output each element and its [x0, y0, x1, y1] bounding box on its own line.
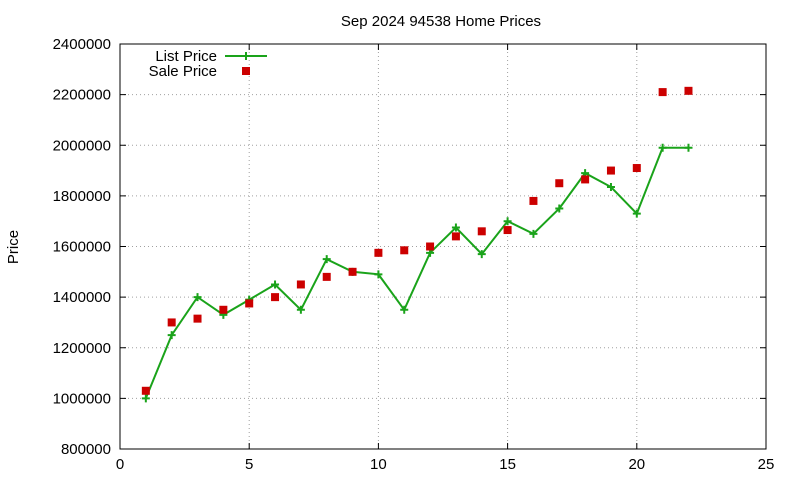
legend-sample-list-price — [225, 52, 267, 60]
data-point-sale-price — [245, 299, 254, 308]
data-point-sale-price — [477, 227, 486, 236]
legend-label-sale-price: Sale Price — [149, 63, 217, 80]
data-point-sale-price — [322, 272, 331, 281]
data-point-sale-price — [451, 232, 460, 241]
x-tick-label: 10 — [370, 456, 387, 473]
data-point-sale-price — [658, 88, 667, 97]
data-point-sale-price — [606, 166, 615, 175]
legend: List Price Sale Price — [149, 48, 267, 80]
y-tick-label: 2200000 — [53, 87, 111, 104]
series-list-price — [141, 143, 693, 403]
data-point-list-price — [632, 209, 641, 218]
data-point-sale-price — [581, 175, 590, 184]
chart-title: Sep 2024 94538 Home Prices — [341, 13, 541, 30]
y-tick-label: 2400000 — [53, 36, 111, 53]
y-tick-label: 1800000 — [53, 188, 111, 205]
data-point-sale-price — [426, 242, 435, 251]
x-tick-label: 5 — [245, 456, 253, 473]
y-axis-label: Price — [5, 230, 22, 264]
data-point-list-price — [477, 250, 486, 259]
y-tick-label: 1400000 — [53, 289, 111, 306]
data-point-list-price — [684, 143, 693, 152]
series-layer — [141, 86, 693, 403]
y-tick-label: 1600000 — [53, 239, 111, 256]
data-point-sale-price — [296, 280, 305, 289]
legend-label-list-price: List Price — [155, 48, 217, 65]
data-point-sale-price — [141, 386, 150, 395]
data-point-list-price — [141, 394, 150, 403]
data-point-sale-price — [684, 86, 693, 95]
data-point-list-price — [555, 204, 564, 213]
data-point-sale-price — [348, 267, 357, 276]
data-point-sale-price — [503, 226, 512, 235]
data-point-list-price — [167, 331, 176, 340]
data-point-sale-price — [555, 179, 564, 188]
data-point-list-price — [451, 223, 460, 232]
data-point-sale-price — [400, 246, 409, 255]
legend-marker — [242, 52, 250, 60]
y-tick-label: 1200000 — [53, 340, 111, 357]
data-point-sale-price — [167, 318, 176, 327]
x-tick-label: 0 — [116, 456, 124, 473]
data-point-list-price — [296, 305, 305, 314]
plot-frame — [119, 43, 767, 450]
data-point-sale-price — [529, 196, 538, 205]
y-tick-label: 800000 — [61, 441, 111, 458]
data-point-sale-price — [219, 305, 228, 314]
data-point-list-price — [400, 305, 409, 314]
x-tick-label: 25 — [758, 456, 775, 473]
legend-sample-sale-price — [242, 67, 250, 75]
data-point-list-price — [271, 280, 280, 289]
data-point-sale-price — [632, 164, 641, 173]
grid — [120, 44, 766, 449]
series-line-list-price — [144, 146, 689, 399]
data-point-list-price — [529, 229, 538, 238]
data-point-list-price — [374, 270, 383, 279]
data-point-list-price — [658, 143, 667, 152]
data-point-list-price — [193, 293, 202, 302]
series-sale-price — [141, 86, 693, 395]
data-point-list-price — [606, 183, 615, 192]
data-point-sale-price — [374, 248, 383, 257]
x-tick-label: 20 — [628, 456, 645, 473]
data-point-list-price — [322, 255, 331, 264]
y-tick-label: 2000000 — [53, 137, 111, 154]
data-point-sale-price — [193, 314, 202, 323]
x-tick-label: 15 — [499, 456, 516, 473]
data-point-list-price — [503, 217, 512, 226]
y-tick-label: 1000000 — [53, 390, 111, 407]
data-point-sale-price — [271, 293, 280, 302]
legend-marker — [242, 67, 250, 75]
axis-ticks: 800000 1000000 1200000 1400000 1600000 180000… — [53, 36, 775, 473]
